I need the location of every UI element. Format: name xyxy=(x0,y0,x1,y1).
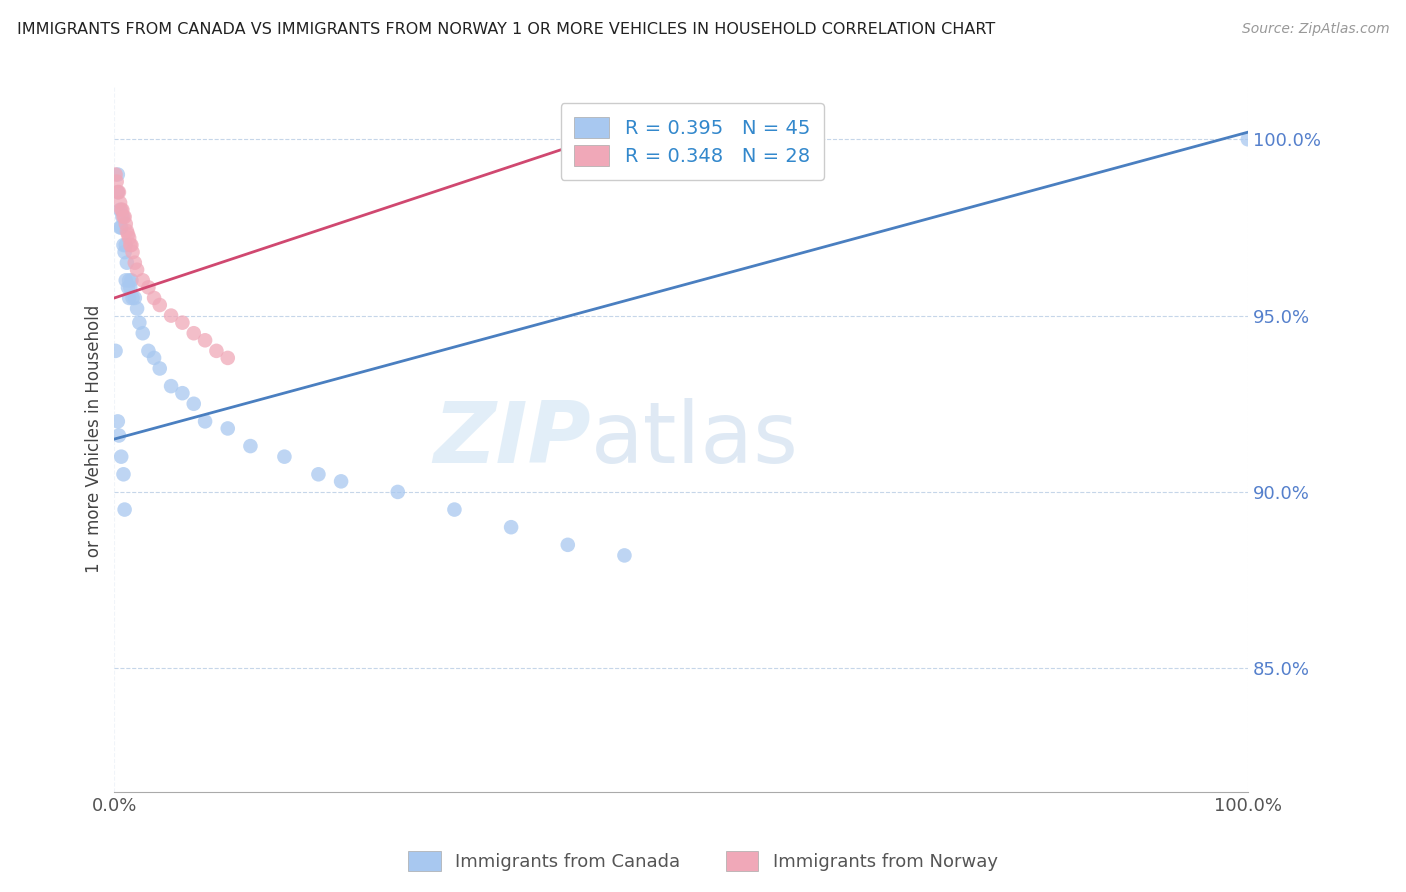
Point xyxy=(557,538,579,552)
Point xyxy=(128,316,150,330)
Point xyxy=(114,502,136,516)
Point xyxy=(183,326,205,341)
Point xyxy=(132,326,155,341)
Point xyxy=(120,238,142,252)
Point xyxy=(118,291,141,305)
Point xyxy=(118,231,141,245)
Point xyxy=(107,414,129,428)
Point xyxy=(143,351,166,365)
Point xyxy=(183,397,205,411)
Point xyxy=(194,414,217,428)
Legend: R = 0.395   N = 45, R = 0.348   N = 28: R = 0.395 N = 45, R = 0.348 N = 28 xyxy=(561,103,824,179)
Point xyxy=(104,343,127,358)
Point xyxy=(160,309,183,323)
Point xyxy=(117,280,139,294)
Point xyxy=(205,343,228,358)
Point xyxy=(111,202,134,217)
Point xyxy=(114,210,136,224)
Point xyxy=(110,220,132,235)
Point xyxy=(112,467,135,482)
Point xyxy=(443,502,465,516)
Point xyxy=(194,333,217,347)
Point xyxy=(107,168,129,182)
Point xyxy=(273,450,295,464)
Point xyxy=(613,549,636,563)
Point xyxy=(124,291,146,305)
Point xyxy=(104,168,127,182)
Point xyxy=(125,301,148,316)
Point xyxy=(107,185,129,199)
Point xyxy=(138,343,160,358)
Point xyxy=(121,291,143,305)
Point xyxy=(108,195,131,210)
Point xyxy=(114,273,136,287)
Text: Source: ZipAtlas.com: Source: ZipAtlas.com xyxy=(1241,22,1389,37)
Point xyxy=(110,450,132,464)
Y-axis label: 1 or more Vehicles in Household: 1 or more Vehicles in Household xyxy=(86,305,103,574)
Point xyxy=(172,316,194,330)
Point xyxy=(387,484,409,499)
Point xyxy=(239,439,262,453)
Point xyxy=(105,175,128,189)
Text: atlas: atlas xyxy=(591,398,799,481)
Text: IMMIGRANTS FROM CANADA VS IMMIGRANTS FROM NORWAY 1 OR MORE VEHICLES IN HOUSEHOLD: IMMIGRANTS FROM CANADA VS IMMIGRANTS FRO… xyxy=(17,22,995,37)
Point xyxy=(115,224,138,238)
Point xyxy=(112,238,135,252)
Point xyxy=(112,210,135,224)
Point xyxy=(143,291,166,305)
Point xyxy=(118,273,141,287)
Point xyxy=(114,217,136,231)
Point xyxy=(120,238,142,252)
Legend: Immigrants from Canada, Immigrants from Norway: Immigrants from Canada, Immigrants from … xyxy=(401,844,1005,879)
Point xyxy=(111,210,134,224)
Point xyxy=(217,421,239,435)
Point xyxy=(120,273,142,287)
Point xyxy=(307,467,329,482)
Point xyxy=(501,520,523,534)
Point xyxy=(117,227,139,242)
Point xyxy=(149,361,172,376)
Text: ZIP: ZIP xyxy=(433,398,591,481)
Point xyxy=(107,185,129,199)
Point xyxy=(125,262,148,277)
Point xyxy=(108,428,131,442)
Point xyxy=(120,280,142,294)
Point xyxy=(108,185,131,199)
Point xyxy=(1237,132,1260,146)
Point xyxy=(114,245,136,260)
Point xyxy=(108,202,131,217)
Point xyxy=(330,475,353,489)
Point xyxy=(108,220,131,235)
Point xyxy=(149,298,172,312)
Point xyxy=(172,386,194,401)
Point xyxy=(138,280,160,294)
Point xyxy=(115,256,138,270)
Point xyxy=(114,238,136,252)
Point xyxy=(124,256,146,270)
Point xyxy=(132,273,155,287)
Point xyxy=(217,351,239,365)
Point xyxy=(160,379,183,393)
Point xyxy=(121,245,143,260)
Point xyxy=(110,202,132,217)
